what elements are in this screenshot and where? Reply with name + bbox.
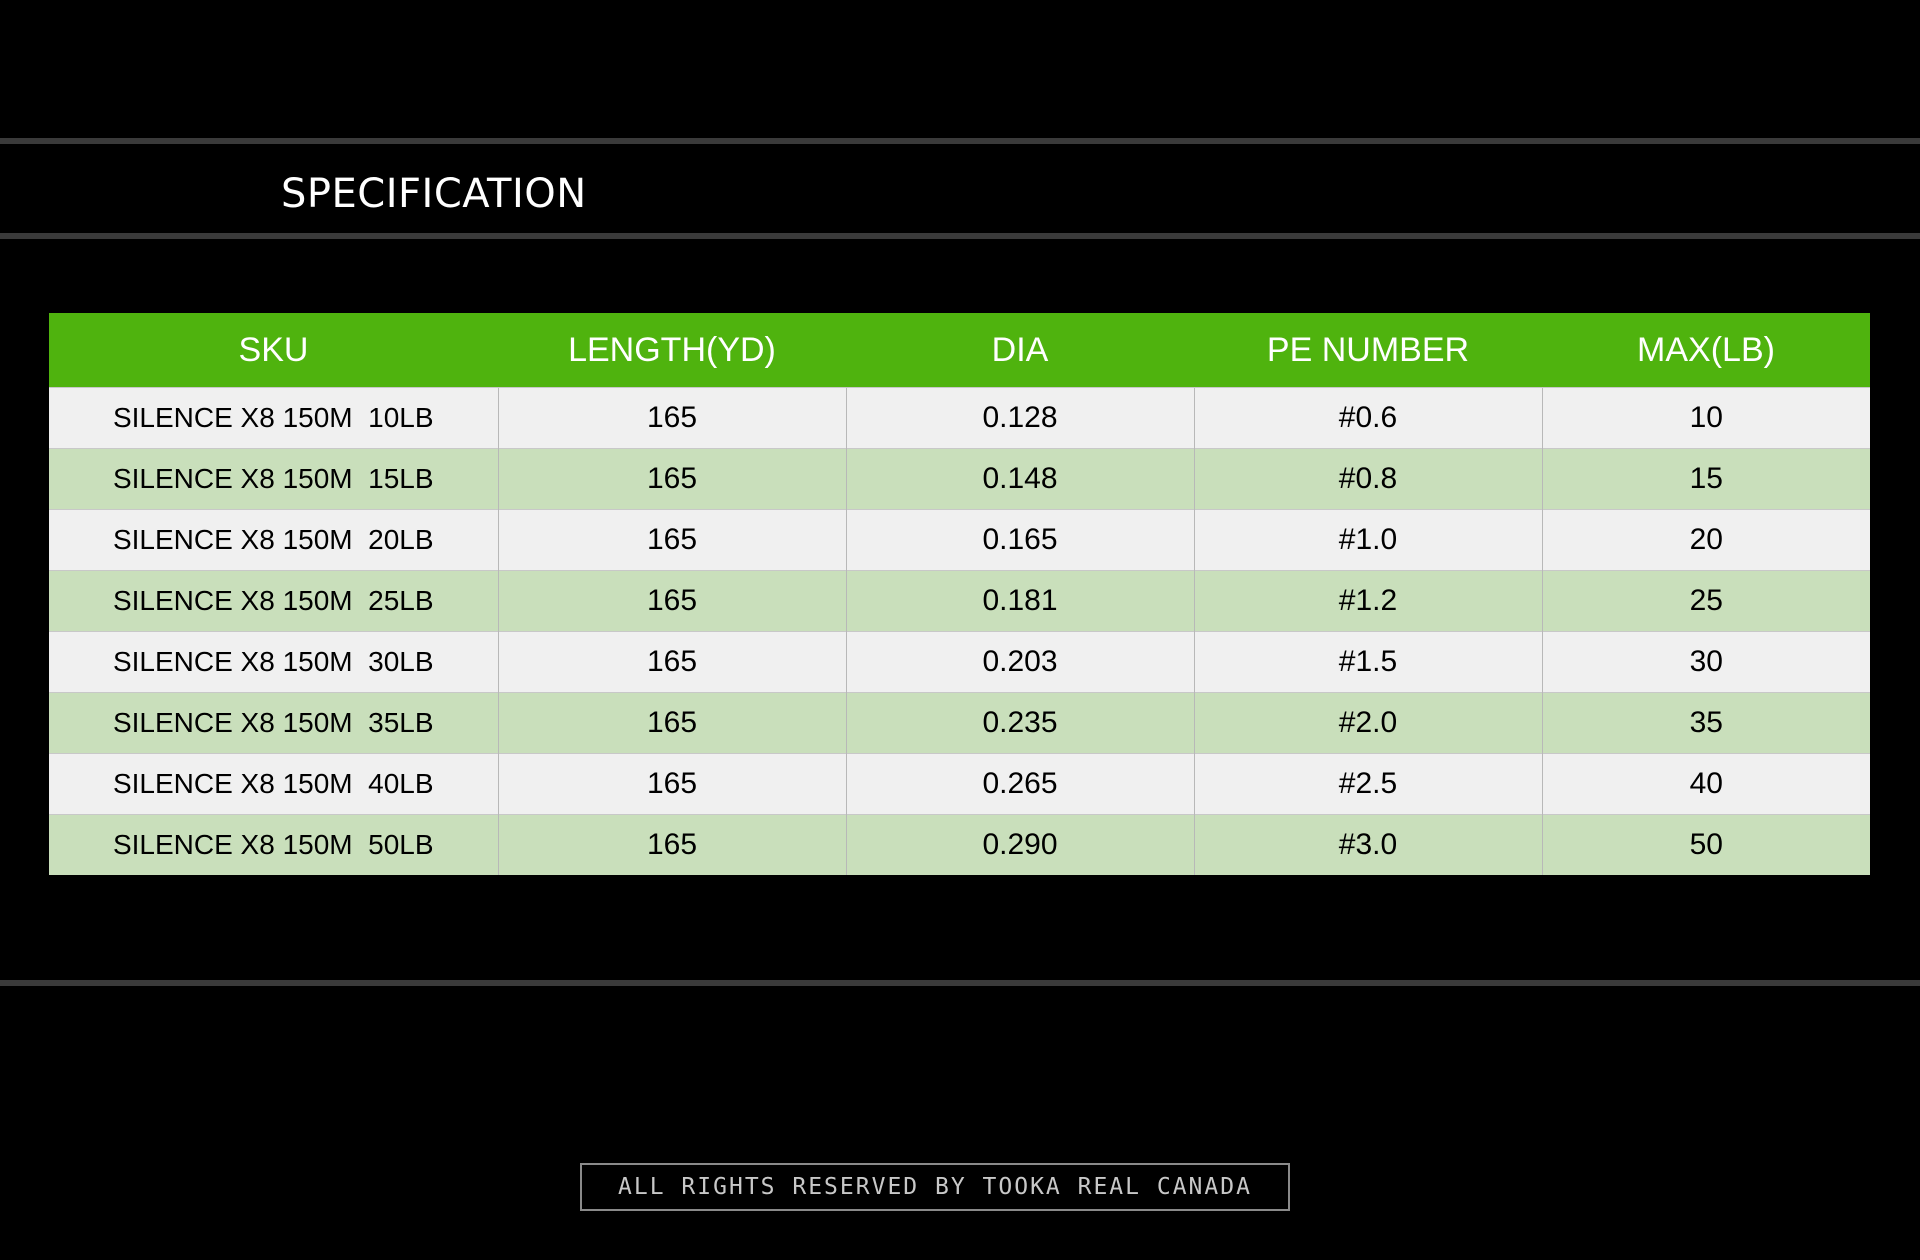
cell-length: 165 <box>497 387 846 449</box>
cell-dia: 0.290 <box>845 814 1194 875</box>
cell-length: 165 <box>497 509 846 571</box>
bottom-divider <box>0 980 1920 986</box>
column-header-sku: SKU <box>49 313 498 388</box>
cell-max: 50 <box>1541 814 1870 875</box>
cell-dia: 0.148 <box>845 448 1194 510</box>
cell-max: 30 <box>1541 631 1870 693</box>
table-row: SILENCE X8 150M 20LB 165 0.165 #1.0 20 <box>49 509 1870 571</box>
column-header-max: MAX(LB) <box>1542 313 1870 388</box>
cell-pe-number: #0.8 <box>1193 448 1542 510</box>
cell-sku: SILENCE X8 150M 30LB <box>49 631 498 693</box>
cell-sku: SILENCE X8 150M 15LB <box>49 448 498 510</box>
cell-length: 165 <box>497 814 846 875</box>
cell-max: 10 <box>1541 387 1870 449</box>
table-header-row: SKU LENGTH(YD) DIA PE NUMBER MAX(LB) <box>49 313 1870 388</box>
table-row: SILENCE X8 150M 15LB 165 0.148 #0.8 15 <box>49 448 1870 510</box>
cell-sku: SILENCE X8 150M 20LB <box>49 509 498 571</box>
cell-pe-number: #2.5 <box>1193 753 1542 815</box>
cell-sku: SILENCE X8 150M 50LB <box>49 814 498 875</box>
column-header-pe-number: PE NUMBER <box>1194 313 1542 388</box>
table-body: SILENCE X8 150M 10LB 165 0.128 #0.6 10 SILENC… <box>49 387 1870 875</box>
copyright-text: ALL RIGHTS RESERVED BY TOOKA REAL CANADA <box>618 1174 1252 1200</box>
cell-dia: 0.165 <box>845 509 1194 571</box>
column-header-length: LENGTH(YD) <box>498 313 846 388</box>
cell-length: 165 <box>497 631 846 693</box>
table-row: SILENCE X8 150M 40LB 165 0.265 #2.5 40 <box>49 753 1870 815</box>
cell-dia: 0.181 <box>845 570 1194 632</box>
cell-sku: SILENCE X8 150M 40LB <box>49 753 498 815</box>
top-divider <box>0 138 1920 144</box>
cell-pe-number: #3.0 <box>1193 814 1542 875</box>
cell-pe-number: #1.5 <box>1193 631 1542 693</box>
title-divider <box>0 233 1920 239</box>
cell-length: 165 <box>497 692 846 754</box>
cell-max: 20 <box>1541 509 1870 571</box>
page-title: SPECIFICATION <box>281 171 587 217</box>
cell-sku: SILENCE X8 150M 10LB <box>49 387 498 449</box>
cell-dia: 0.235 <box>845 692 1194 754</box>
cell-dia: 0.203 <box>845 631 1194 693</box>
specification-table: SKU LENGTH(YD) DIA PE NUMBER MAX(LB) SIL… <box>49 313 1870 875</box>
cell-length: 165 <box>497 753 846 815</box>
cell-pe-number: #2.0 <box>1193 692 1542 754</box>
cell-pe-number: #1.0 <box>1193 509 1542 571</box>
cell-length: 165 <box>497 570 846 632</box>
table-row: SILENCE X8 150M 30LB 165 0.203 #1.5 30 <box>49 631 1870 693</box>
cell-max: 15 <box>1541 448 1870 510</box>
cell-sku: SILENCE X8 150M 25LB <box>49 570 498 632</box>
table-row: SILENCE X8 150M 10LB 165 0.128 #0.6 10 <box>49 387 1870 449</box>
column-header-dia: DIA <box>846 313 1194 388</box>
table-row: SILENCE X8 150M 50LB 165 0.290 #3.0 50 <box>49 814 1870 875</box>
cell-dia: 0.128 <box>845 387 1194 449</box>
cell-max: 40 <box>1541 753 1870 815</box>
table-row: SILENCE X8 150M 35LB 165 0.235 #2.0 35 <box>49 692 1870 754</box>
cell-sku: SILENCE X8 150M 35LB <box>49 692 498 754</box>
cell-pe-number: #0.6 <box>1193 387 1542 449</box>
cell-max: 25 <box>1541 570 1870 632</box>
cell-dia: 0.265 <box>845 753 1194 815</box>
cell-length: 165 <box>497 448 846 510</box>
cell-pe-number: #1.2 <box>1193 570 1542 632</box>
table-row: SILENCE X8 150M 25LB 165 0.181 #1.2 25 <box>49 570 1870 632</box>
cell-max: 35 <box>1541 692 1870 754</box>
copyright-box: ALL RIGHTS RESERVED BY TOOKA REAL CANADA <box>580 1163 1290 1211</box>
